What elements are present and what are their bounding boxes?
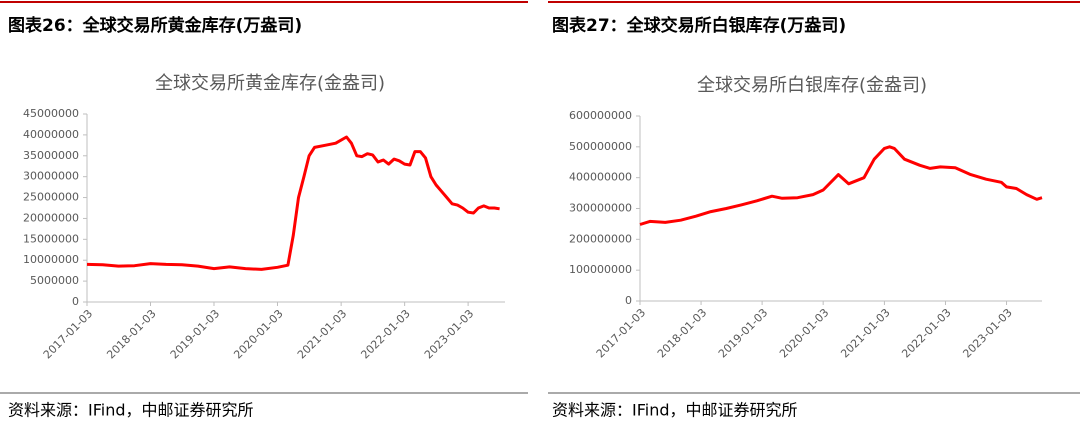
y-tick-label: 15000000 — [23, 232, 79, 245]
y-tick-label: 20000000 — [23, 211, 79, 224]
source: 资料来源：IFind，中邮证券研究所 — [8, 401, 254, 420]
y-tick-label: 45000000 — [23, 107, 79, 120]
figure-header: 图表26：全球交易所黄金库存(万盎司) — [8, 15, 302, 36]
data-line — [86, 135, 500, 271]
y-tick-label: 200000000 — [569, 232, 632, 245]
data-line — [639, 145, 1043, 226]
y-tick-label: 500000000 — [569, 140, 632, 153]
x-tick-label: 2017-01-03 — [594, 306, 648, 360]
chart-title: 全球交易所黄金库存(金盎司) — [155, 73, 385, 94]
x-tick-label: 2023-01-03 — [422, 307, 476, 361]
y-tick-label: 600000000 — [569, 109, 632, 122]
y-tick-label: 0 — [72, 295, 79, 308]
y-tick-label: 300000000 — [569, 202, 632, 215]
x-tick-label: 2017-01-03 — [41, 307, 95, 361]
x-tick-label: 2019-01-03 — [168, 307, 222, 361]
x-tick-label: 2022-01-03 — [358, 307, 412, 361]
figure-header: 图表27：全球交易所白银库存(万盎司) — [552, 15, 846, 36]
x-tick-label: 2018-01-03 — [655, 306, 709, 360]
y-tick-label: 10000000 — [23, 253, 79, 266]
x-tick-label: 2022-01-03 — [899, 306, 953, 360]
y-tick-label: 25000000 — [23, 191, 79, 204]
y-tick-label: 0 — [625, 294, 632, 307]
y-tick-label: 30000000 — [23, 170, 79, 183]
x-tick-label: 2019-01-03 — [716, 306, 770, 360]
y-tick-label: 40000000 — [23, 128, 79, 141]
x-tick-label: 2021-01-03 — [295, 307, 349, 361]
y-tick-label: 400000000 — [569, 171, 632, 184]
y-tick-label: 5000000 — [30, 274, 79, 287]
x-tick-label: 2023-01-03 — [960, 306, 1014, 360]
x-tick-label: 2020-01-03 — [777, 306, 831, 360]
y-tick-label: 35000000 — [23, 149, 79, 162]
source: 资料来源：IFind，中邮证券研究所 — [552, 401, 798, 420]
x-tick-label: 2020-01-03 — [231, 307, 285, 361]
x-tick-label: 2021-01-03 — [838, 306, 892, 360]
y-tick-label: 100000000 — [569, 263, 632, 276]
chart-title: 全球交易所白银库存(金盎司) — [697, 75, 927, 96]
x-tick-label: 2018-01-03 — [104, 307, 158, 361]
